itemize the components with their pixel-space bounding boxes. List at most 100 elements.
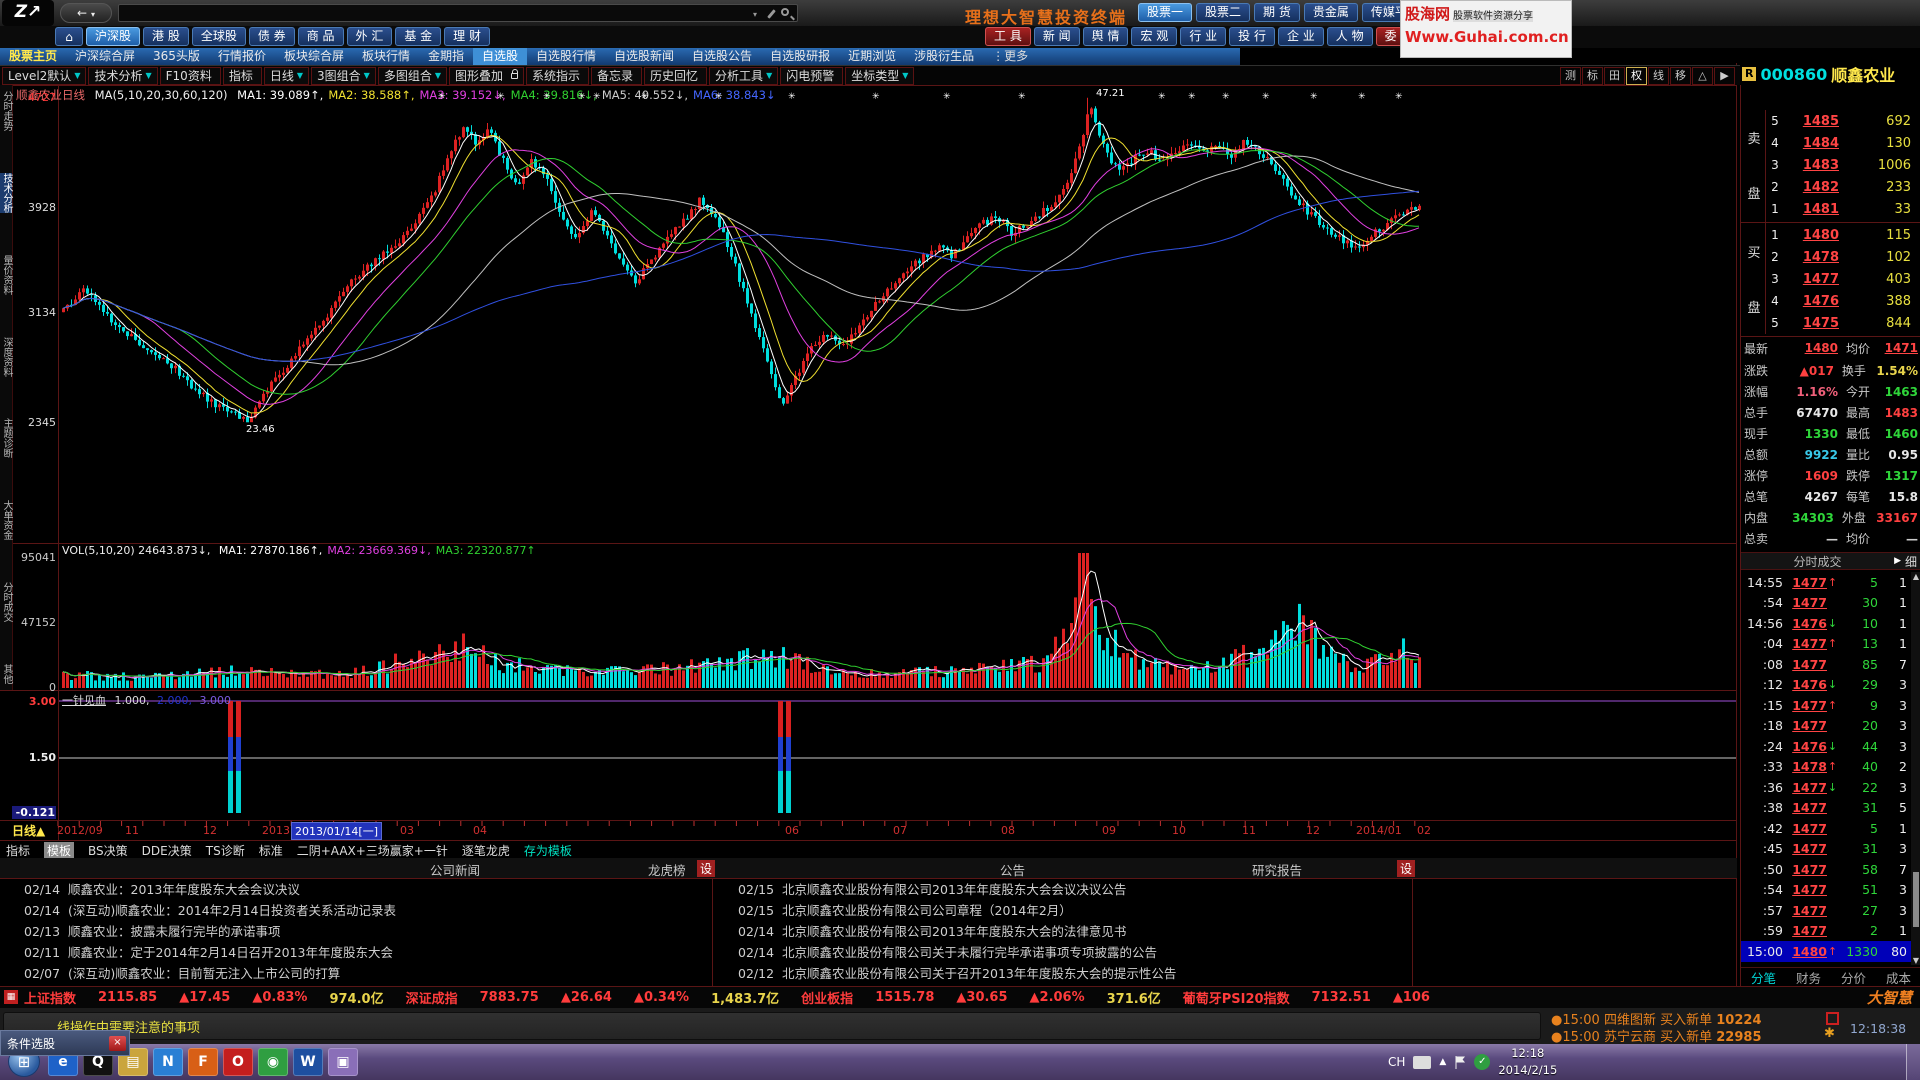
tape-row[interactable]: :33 1478 ↑ 40 2 [1762,759,1907,775]
trade-alert-row[interactable]: ●15:00 四维图新 买入新单 10224 [1551,1013,1762,1028]
secondary-nav-item[interactable]: 365头版 [153,49,200,63]
market-nav-button[interactable]: 港 股 [143,27,189,46]
index-bar-icon[interactable]: ▦ [4,990,18,1004]
feature-nav-button[interactable]: 新 闻 [1033,27,1080,46]
secondary-nav-item[interactable]: 行情报价 [217,49,266,63]
taskbar-app-icon[interactable]: F [188,1048,218,1076]
chart-mini-button[interactable]: 移 [1670,67,1691,85]
close-icon[interactable]: × [109,1035,126,1051]
toolbar-button[interactable]: F10资料 [159,67,221,85]
sidebar-view-tab[interactable]: 深度资料 [1,336,12,377]
sidebar-view-tab[interactable]: 技术分析 [0,172,12,213]
market-nav-button[interactable]: 商 品 [297,27,344,46]
tab-announcements[interactable]: 公告 [1000,863,1026,878]
tape-row[interactable]: 15:00 1480 ↑ 1330 80 [1741,941,1911,962]
secondary-nav-item[interactable]: 近期浏览 [848,49,897,63]
sidebar-view-tab[interactable]: 主题诊断 [1,418,12,459]
sidebar-view-tab[interactable]: 分时走势 [1,91,12,131]
taskbar-clock[interactable]: 12:18 2014/2/15 [1498,1046,1558,1077]
tape-row[interactable]: :38 1477 31 5 [1762,800,1907,816]
bid-row[interactable]: 1 1480 115 [1771,227,1911,243]
sidebar-view-tab[interactable]: 量价资料 [1,254,12,295]
tape-row[interactable]: :54 1477 30 1 [1762,595,1907,611]
template-tab[interactable]: DDE决策 [141,844,192,858]
bid-row[interactable]: 5 1475 844 [1771,315,1911,331]
toolbar-button[interactable]: 分析工具 ▼ [709,67,779,85]
language-indicator[interactable]: CH [1388,1055,1406,1069]
search-icon[interactable] [781,8,789,16]
market-nav-button[interactable]: 理 财 [444,27,490,46]
market-nav-button[interactable]: 基 金 [395,27,442,46]
ask-row[interactable]: 5 1485 692 [1771,113,1911,129]
show-desktop-button[interactable] [1906,1044,1920,1080]
announcement-row[interactable]: 02/12 北京顺鑫农业股份有限公司关于召开2013年年度股东大会的提示性公告 [738,966,1177,981]
secondary-nav-item[interactable]: 自选股新闻 [614,49,675,63]
ask-row[interactable]: 4 1484 130 [1771,135,1911,151]
ask-row[interactable]: 1 1481 33 [1771,201,1911,217]
ask-row[interactable]: 3 1483 1006 [1771,157,1911,173]
sidebar-view-tab[interactable]: 大单资金 [1,500,12,541]
toolbar-button[interactable]: 闪电预警 [780,67,844,85]
feature-nav-button[interactable]: 人 物 [1326,27,1373,46]
tape-row[interactable]: :45 1477 31 3 [1762,841,1907,857]
ask-row[interactable]: 2 1482 233 [1771,179,1911,195]
market-mode-button[interactable]: 贵金属 [1303,3,1358,22]
news-settings-button[interactable]: 设 [697,860,716,877]
quote-tab[interactable]: 财务 [1795,970,1821,986]
scrollbar-thumb[interactable] [1913,872,1919,927]
chart-mini-button[interactable]: 测 [1560,67,1581,85]
chart-mini-button[interactable]: 权 [1626,67,1647,85]
toolbar-button[interactable]: 日线 ▼ [263,67,310,85]
market-nav-button[interactable]: 沪深股 [86,27,141,46]
chart-mini-button[interactable]: △ [1692,67,1713,85]
tape-row[interactable]: :12 1476 ↓ 29 3 [1762,677,1907,693]
taskbar-app-icon[interactable]: ▣ [328,1048,358,1076]
taskbar-app-icon[interactable]: W [293,1048,323,1076]
announcement-row[interactable]: 02/14 北京顺鑫农业股份有限公司关于未履行完毕承诺事项专项披露的公告 [738,945,1158,960]
toolbar-button[interactable]: 多图组合 ▼ [377,67,447,85]
news-row[interactable]: 02/14 (深互动)顺鑫农业：2014年2月14日投资者关系活动记录表 [24,903,396,918]
news-settings-button-2[interactable]: 设 [1397,860,1416,877]
template-tab[interactable]: 指标 [6,844,31,858]
secondary-nav-item[interactable]: 沪深综合屏 [75,49,136,63]
news-row[interactable]: 02/07 (深互动)顺鑫农业：目前暂无注入上市公司的打算 [24,966,341,981]
feature-nav-button[interactable]: 工 具 [985,27,1031,46]
toolbar-button[interactable]: 坐标类型 ▼ [845,67,915,85]
feature-nav-button[interactable]: 宏 观 [1131,27,1178,46]
chart-mini-button[interactable]: 标 [1582,67,1603,85]
secondary-nav-item[interactable]: 金期指 [427,49,464,63]
back-button[interactable]: ← ▾ [60,3,112,23]
alert-settings-icon[interactable]: ✱ [1824,1026,1835,1041]
taskbar-app-icon[interactable]: O [223,1048,253,1076]
keyboard-icon[interactable] [1413,1055,1432,1069]
template-tab[interactable]: TS诊断 [205,844,245,858]
quote-tab[interactable]: 分价 [1840,970,1866,986]
secondary-nav-item[interactable]: 自选股行情 [536,49,597,63]
taskbar-app-icon[interactable]: N [153,1048,183,1076]
alert-checkbox[interactable] [1826,1012,1839,1025]
toolbar-button[interactable]: 历史回忆 [644,67,708,85]
tape-row[interactable]: :04 1477 ↑ 13 1 [1762,636,1907,652]
toolbar-button[interactable]: 图形叠加 [448,67,524,85]
tape-play-icon[interactable]: ▶ [1894,556,1901,566]
tape-row[interactable]: 14:56 1476 ↓ 10 1 [1746,615,1907,631]
tape-row[interactable]: :54 1477 51 3 [1762,882,1907,898]
secondary-nav-item[interactable]: 自选股公告 [692,49,753,63]
secondary-nav-item[interactable]: ⋮更多 [992,49,1029,63]
tape-row[interactable]: :42 1477 5 1 [1762,820,1907,836]
tape-row[interactable]: :08 1477 85 7 [1762,656,1907,672]
news-row[interactable]: 02/14 顺鑫农业：2013年年度股东大会会议决议 [24,882,300,897]
announcement-row[interactable]: 02/15 北京顺鑫农业股份有限公司2013年年度股东大会会议决议公告 [738,882,1127,897]
address-input[interactable]: ▾ [118,4,798,22]
tape-row[interactable]: :15 1477 ↑ 9 3 [1762,697,1907,713]
tape-row[interactable]: :24 1476 ↓ 44 3 [1762,738,1907,754]
tray-expand-icon[interactable]: ▲ [1439,1057,1447,1067]
security-shield-icon[interactable]: ✓ [1474,1054,1491,1070]
market-mode-button[interactable]: 股票二 [1196,3,1251,22]
bid-row[interactable]: 4 1476 388 [1771,293,1911,309]
news-row[interactable]: 02/11 顺鑫农业：定于2014年2月14日召开2013年年度股东大会 [24,945,394,960]
announcement-row[interactable]: 02/14 北京顺鑫农业股份有限公司2013年年度股东大会的法律意见书 [738,924,1127,939]
bid-row[interactable]: 2 1478 102 [1771,249,1911,265]
template-tab[interactable]: BS决策 [88,844,128,858]
market-nav-button[interactable]: 债 券 [248,27,295,46]
